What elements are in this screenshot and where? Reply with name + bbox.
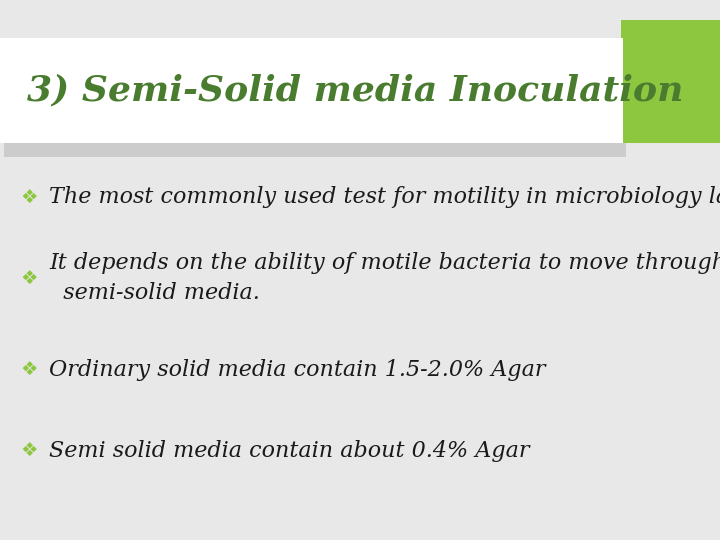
FancyBboxPatch shape bbox=[4, 141, 626, 157]
FancyBboxPatch shape bbox=[621, 20, 720, 143]
FancyBboxPatch shape bbox=[0, 38, 623, 143]
Text: ❖: ❖ bbox=[20, 441, 37, 461]
Text: The most commonly used test for motility in microbiology lab.: The most commonly used test for motility… bbox=[49, 186, 720, 208]
Text: ❖: ❖ bbox=[20, 268, 37, 288]
Text: ❖: ❖ bbox=[20, 360, 37, 380]
Text: 3) Semi-Solid media Inoculation: 3) Semi-Solid media Inoculation bbox=[27, 73, 684, 107]
Text: Ordinary solid media contain 1.5-2.0% Agar: Ordinary solid media contain 1.5-2.0% Ag… bbox=[49, 359, 546, 381]
Text: It depends on the ability of motile bacteria to move through
  semi-solid media.: It depends on the ability of motile bact… bbox=[49, 252, 720, 305]
Text: ❖: ❖ bbox=[20, 187, 37, 207]
Text: Semi solid media contain about 0.4% Agar: Semi solid media contain about 0.4% Agar bbox=[49, 440, 529, 462]
